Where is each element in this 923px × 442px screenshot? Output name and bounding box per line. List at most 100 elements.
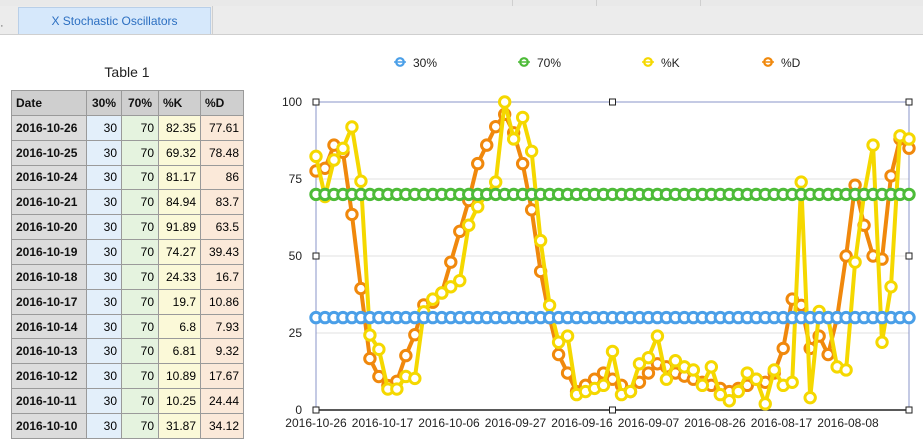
data-point[interactable] (471, 156, 485, 171)
table-title[interactable]: Table 1 (104, 64, 150, 80)
cell-70pct[interactable]: 70 (121, 164, 159, 191)
data-point[interactable] (875, 335, 889, 349)
data-point[interactable] (794, 175, 808, 189)
table-row[interactable]: 2016-10-26 30 70 82.35 77.61 (11, 114, 244, 141)
cell-d[interactable]: 16.7 (200, 263, 244, 290)
cell-d[interactable]: 78.48 (200, 139, 244, 166)
data-point[interactable] (551, 335, 566, 349)
data-table[interactable]: Date 30% 70% %K %D 2016-10-26 30 70 82.35 77… (11, 90, 244, 439)
data-point[interactable] (668, 354, 683, 368)
resize-handle[interactable] (312, 98, 320, 106)
data-point[interactable] (336, 141, 350, 156)
cell-date[interactable]: 2016-10-11 (11, 388, 87, 414)
data-point[interactable] (659, 372, 674, 386)
data-point[interactable] (309, 149, 323, 164)
resize-handle[interactable] (312, 406, 320, 414)
cell-k[interactable]: 91.89 (158, 214, 201, 241)
data-point[interactable] (453, 224, 467, 239)
data-point[interactable] (542, 298, 557, 312)
resize-handle[interactable] (905, 252, 913, 260)
cell-70pct[interactable]: 70 (121, 363, 159, 390)
data-point[interactable] (533, 233, 548, 248)
tab-scroll-left-icon[interactable]: · (0, 20, 4, 32)
cell-70pct[interactable]: 70 (121, 313, 159, 340)
cell-d[interactable]: 17.67 (200, 363, 244, 390)
resize-handle[interactable] (905, 406, 913, 414)
legend-label[interactable]: 30% (413, 56, 437, 70)
data-point[interactable] (363, 351, 377, 366)
data-point[interactable] (354, 281, 368, 296)
data-point[interactable] (345, 207, 359, 222)
data-point[interactable] (390, 382, 404, 396)
data-point[interactable] (884, 169, 898, 183)
cell-30pct[interactable]: 30 (86, 338, 122, 365)
data-point[interactable] (515, 156, 530, 171)
cell-k[interactable]: 6.81 (158, 338, 201, 365)
cell-d[interactable]: 24.44 (200, 388, 244, 414)
table-row[interactable]: 2016-10-11 30 70 10.25 24.44 (11, 388, 244, 414)
data-point[interactable] (444, 255, 458, 269)
cell-d[interactable]: 63.5 (200, 214, 244, 241)
cell-70pct[interactable]: 70 (121, 139, 159, 166)
cell-30pct[interactable]: 30 (86, 412, 122, 439)
cell-k[interactable]: 24.33 (158, 263, 201, 290)
cell-date[interactable]: 2016-10-14 (11, 313, 87, 340)
cell-k[interactable]: 10.25 (158, 388, 201, 414)
data-point[interactable] (426, 292, 440, 306)
legend-label[interactable]: %K (661, 56, 680, 70)
data-point[interactable] (641, 366, 656, 380)
data-point[interactable] (462, 218, 476, 232)
cell-k[interactable]: 6.8 (158, 313, 201, 340)
data-point[interactable] (363, 328, 377, 342)
cell-30pct[interactable]: 30 (86, 139, 122, 166)
cell-30pct[interactable]: 30 (86, 164, 122, 191)
cell-30pct[interactable]: 30 (86, 189, 122, 216)
data-point[interactable] (372, 342, 386, 357)
legend-label[interactable]: 70% (537, 56, 561, 70)
data-point[interactable] (551, 347, 566, 362)
resize-handle[interactable] (312, 252, 320, 260)
data-point[interactable] (848, 255, 862, 269)
header-30pct[interactable]: 30% (86, 90, 122, 116)
data-point[interactable] (767, 363, 781, 377)
data-point[interactable] (471, 200, 485, 214)
cell-30pct[interactable]: 30 (86, 363, 122, 390)
cell-70pct[interactable]: 70 (121, 114, 159, 141)
cell-date[interactable]: 2016-10-13 (11, 338, 87, 365)
data-point[interactable] (704, 360, 719, 374)
cell-date[interactable]: 2016-10-10 (11, 412, 87, 439)
cell-d[interactable]: 10.86 (200, 288, 244, 315)
cell-d[interactable]: 77.61 (200, 114, 244, 141)
legend-label[interactable]: %D (781, 56, 801, 70)
data-point[interactable] (515, 110, 530, 125)
data-point[interactable] (785, 375, 799, 389)
cell-date[interactable]: 2016-10-19 (11, 239, 87, 265)
table-row[interactable]: 2016-10-12 30 70 10.89 17.67 (11, 363, 244, 390)
table-row[interactable]: 2016-10-18 30 70 24.33 16.7 (11, 263, 244, 290)
table-row[interactable]: 2016-10-24 30 70 81.17 86 (11, 164, 244, 191)
data-point[interactable] (560, 329, 575, 343)
cell-d[interactable]: 34.12 (200, 412, 244, 439)
header-70pct[interactable]: 70% (121, 90, 159, 116)
data-point[interactable] (480, 138, 494, 152)
header-d[interactable]: %D (200, 90, 244, 116)
data-point[interactable] (749, 372, 763, 386)
data-point[interactable] (408, 371, 422, 386)
data-point[interactable] (803, 390, 817, 405)
table-row[interactable]: 2016-10-14 30 70 6.8 7.93 (11, 313, 244, 340)
data-point[interactable] (632, 357, 647, 371)
data-point[interactable] (758, 397, 772, 411)
resize-handle[interactable] (609, 98, 616, 106)
table-row[interactable]: 2016-10-13 30 70 6.81 9.32 (11, 338, 244, 365)
cell-k[interactable]: 31.87 (158, 412, 201, 439)
data-point[interactable] (776, 341, 790, 356)
data-point[interactable] (641, 350, 656, 365)
cell-30pct[interactable]: 30 (86, 263, 122, 290)
table-row[interactable]: 2016-10-25 30 70 69.32 78.48 (11, 139, 244, 166)
cell-date[interactable]: 2016-10-12 (11, 363, 87, 390)
cell-d[interactable]: 83.7 (200, 189, 244, 216)
cell-30pct[interactable]: 30 (86, 288, 122, 315)
cell-70pct[interactable]: 70 (121, 388, 159, 414)
data-point[interactable] (740, 366, 754, 380)
